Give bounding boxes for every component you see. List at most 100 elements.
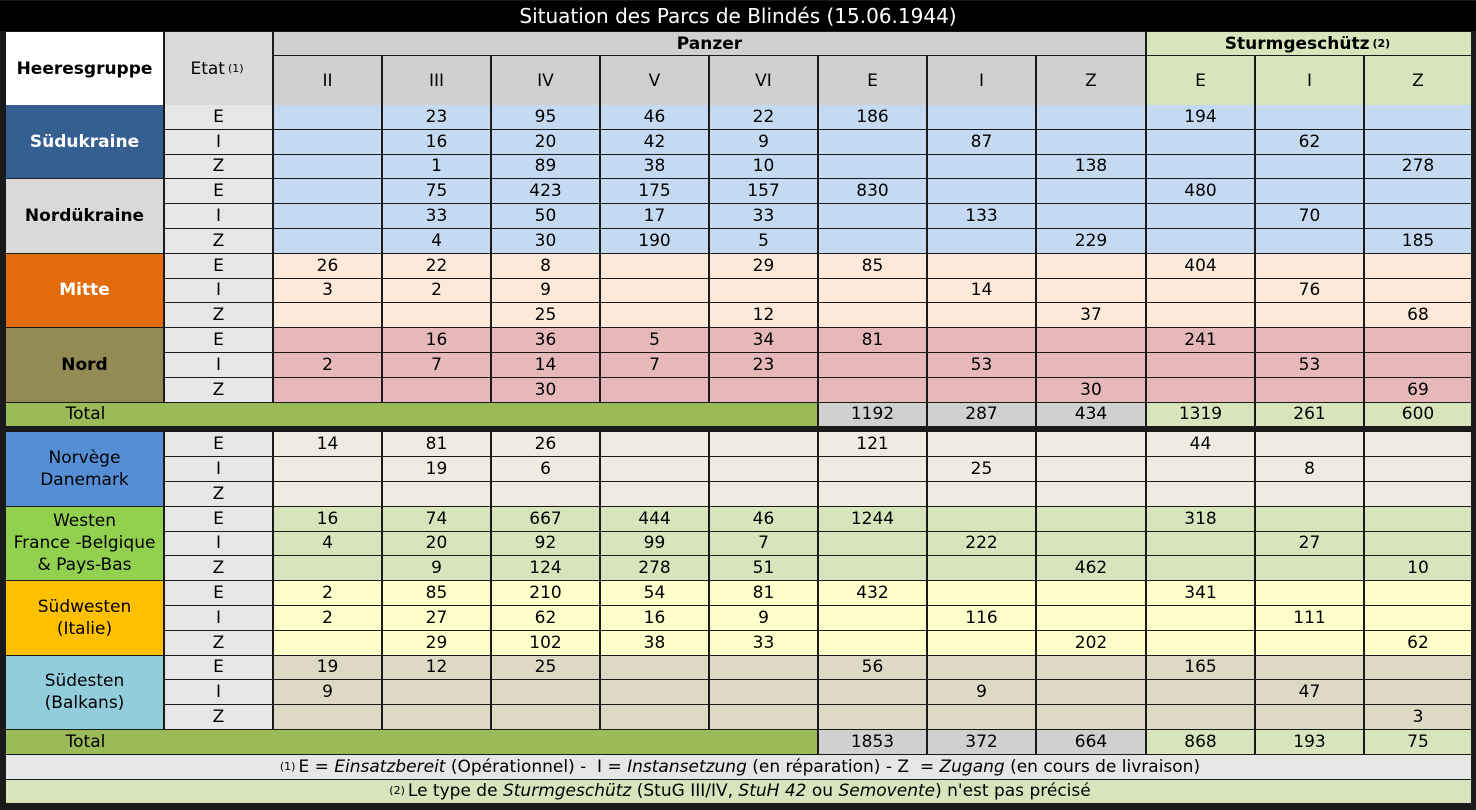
stug-cell xyxy=(1256,482,1363,506)
panzer-cell: 7 xyxy=(710,531,817,556)
panzer-cell xyxy=(928,377,1035,402)
panzer-cell xyxy=(819,482,926,506)
panzer-cell: 3 xyxy=(274,278,381,303)
panzer-cell: 7 xyxy=(601,353,708,377)
panzer-cell: 54 xyxy=(601,581,708,605)
panzer-cell xyxy=(1037,581,1145,605)
panzer-cell: 830 xyxy=(819,179,926,204)
panzer-cell xyxy=(274,556,381,581)
panzer-cell: 17 xyxy=(601,204,708,228)
panzer-cell: 20 xyxy=(492,129,599,154)
stug-cell: 47 xyxy=(1256,680,1363,705)
group-name-line: Südesten xyxy=(44,671,125,692)
stug-cell xyxy=(1256,154,1363,179)
panzer-cell xyxy=(1037,506,1145,531)
panzer-cell: 278 xyxy=(601,556,708,581)
panzer-cell: 46 xyxy=(601,105,708,129)
footnote-text: ) n'est pas précisé xyxy=(935,781,1091,802)
stug-cell xyxy=(1147,457,1254,481)
group-name-line: Nord xyxy=(61,354,108,375)
group-name-line: Südukraine xyxy=(29,131,140,152)
panzer-cell: 81 xyxy=(819,328,926,352)
stug-label: Sturmgeschütz xyxy=(1224,33,1370,54)
panzer-cell: 2 xyxy=(274,353,381,377)
column-header: V xyxy=(601,56,708,105)
column-header: III xyxy=(383,56,490,105)
panzer-cell: 34 xyxy=(710,328,817,352)
footnote-text: Semovente xyxy=(838,781,936,802)
etat-cell: I xyxy=(165,680,272,705)
panzer-cell xyxy=(710,278,817,303)
column-header: E xyxy=(819,56,926,105)
panzer-cell xyxy=(1037,432,1145,457)
panzer-cell xyxy=(1037,328,1145,352)
panzer-cell: 9 xyxy=(492,278,599,303)
group-name: Südukraine xyxy=(6,105,163,179)
etat-cell: E xyxy=(165,253,272,278)
panzer-cell xyxy=(383,303,490,328)
panzer-cell: 462 xyxy=(1037,556,1145,581)
panzer-cell xyxy=(819,303,926,328)
footnote-text: Einsatzbereit xyxy=(334,756,446,777)
group-name: Mitte xyxy=(6,253,163,328)
panzer-total: 287 xyxy=(928,402,1035,427)
panzer-cell xyxy=(1037,353,1145,377)
panzer-cell xyxy=(710,705,817,729)
panzer-cell xyxy=(819,630,926,655)
stug-cell xyxy=(1365,328,1471,352)
panzer-cell xyxy=(492,482,599,506)
stug-cell xyxy=(1147,705,1254,729)
panzer-cell: 33 xyxy=(383,204,490,228)
panzer-cell: 1244 xyxy=(819,506,926,531)
etat-cell: E xyxy=(165,179,272,204)
footnote-text: Instansetzung xyxy=(627,756,747,777)
etat-header: Etat (1) xyxy=(165,32,272,105)
panzer-cell: 667 xyxy=(492,506,599,531)
panzer-cell: 133 xyxy=(928,204,1035,228)
panzer-cell: 33 xyxy=(710,630,817,655)
panzer-cell: 85 xyxy=(383,581,490,605)
stug-cell: 318 xyxy=(1147,506,1254,531)
stug-cell: 62 xyxy=(1365,630,1471,655)
panzer-cell xyxy=(601,705,708,729)
panzer-total: 1192 xyxy=(819,402,926,427)
panzer-cell: 46 xyxy=(710,506,817,531)
panzer-cell: 23 xyxy=(710,353,817,377)
footnote-text: Sturmgeschütz xyxy=(502,781,632,802)
etat-cell: E xyxy=(165,506,272,531)
panzer-cell xyxy=(1037,482,1145,506)
stug-cell xyxy=(1365,581,1471,605)
stug-total: 261 xyxy=(1256,402,1363,427)
stug-cell xyxy=(1365,129,1471,154)
etat-cell: I xyxy=(165,129,272,154)
panzer-cell xyxy=(710,377,817,402)
panzer-cell: 27 xyxy=(383,606,490,630)
panzer-cell xyxy=(601,278,708,303)
panzer-cell: 23 xyxy=(383,105,490,129)
stug-cell xyxy=(1147,482,1254,506)
stug-cell xyxy=(1256,179,1363,204)
column-header: E xyxy=(1147,56,1254,105)
group-name: Norvège Danemark xyxy=(6,432,163,506)
column-header: II xyxy=(274,56,381,105)
etat-cell: Z xyxy=(165,705,272,729)
stug-cell xyxy=(1365,278,1471,303)
panzer-cell: 9 xyxy=(710,129,817,154)
panzer-cell xyxy=(492,705,599,729)
stug-cell xyxy=(1365,432,1471,457)
panzer-cell: 5 xyxy=(710,229,817,253)
footnote-text: E = xyxy=(298,756,335,777)
panzer-cell xyxy=(601,680,708,705)
stug-cell xyxy=(1365,353,1471,377)
panzer-cell: 26 xyxy=(492,432,599,457)
stug-cell: 44 xyxy=(1147,432,1254,457)
etat-label: Etat xyxy=(190,58,225,79)
panzer-cell: 9 xyxy=(928,680,1035,705)
column-header: VI xyxy=(710,56,817,105)
etat-cell: E xyxy=(165,328,272,352)
panzer-header: Panzer xyxy=(274,32,1145,55)
group-name-line: Danemark xyxy=(40,470,129,491)
stug-header: Sturmgeschütz (2) xyxy=(1147,32,1471,55)
panzer-cell: 81 xyxy=(383,432,490,457)
